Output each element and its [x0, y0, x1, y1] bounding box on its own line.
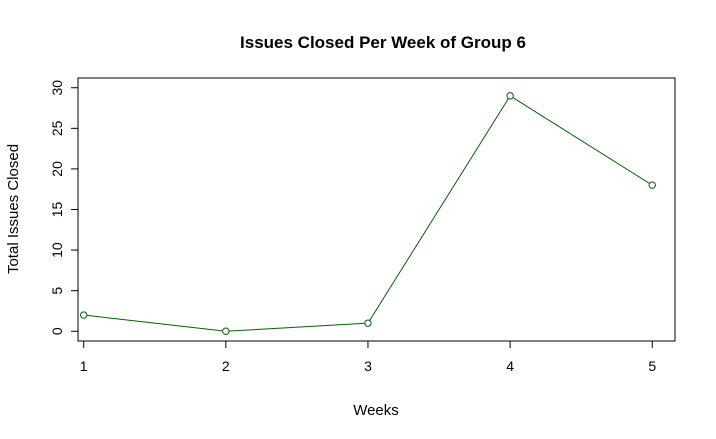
x-tick-label-5: 5 [648, 358, 656, 374]
y-tick-label-25: 25 [49, 120, 65, 136]
y-tick-label-5: 5 [49, 287, 65, 295]
y-tick-label-20: 20 [49, 161, 65, 177]
chart-title: Issues Closed Per Week of Group 6 [240, 33, 526, 52]
data-point-week-2 [222, 327, 230, 335]
data-point-week-1 [79, 311, 88, 319]
y-tick-label-15: 15 [49, 202, 65, 218]
data-point-week-5 [648, 181, 656, 189]
y-tick-label-10: 10 [49, 242, 65, 258]
x-tick-label-3: 3 [364, 358, 372, 374]
y-axis: 0 5 10 15 20 25 30 [49, 80, 78, 335]
data-point-week-3 [364, 319, 372, 327]
x-tick-label-1: 1 [80, 358, 88, 374]
x-tick-label-4: 4 [506, 358, 514, 374]
series-line-0 [83, 95, 653, 332]
plot-frame [77, 77, 676, 342]
data-point-week-4 [506, 92, 514, 100]
series-layer [79, 92, 656, 335]
x-axis: 1 2 3 4 5 [80, 341, 656, 374]
y-axis-label: Total Issues Closed [5, 144, 22, 274]
y-tick-label-30: 30 [49, 80, 65, 96]
y-tick-label-0: 0 [49, 327, 65, 335]
x-tick-label-2: 2 [222, 358, 230, 374]
x-axis-label: Weeks [353, 402, 399, 419]
